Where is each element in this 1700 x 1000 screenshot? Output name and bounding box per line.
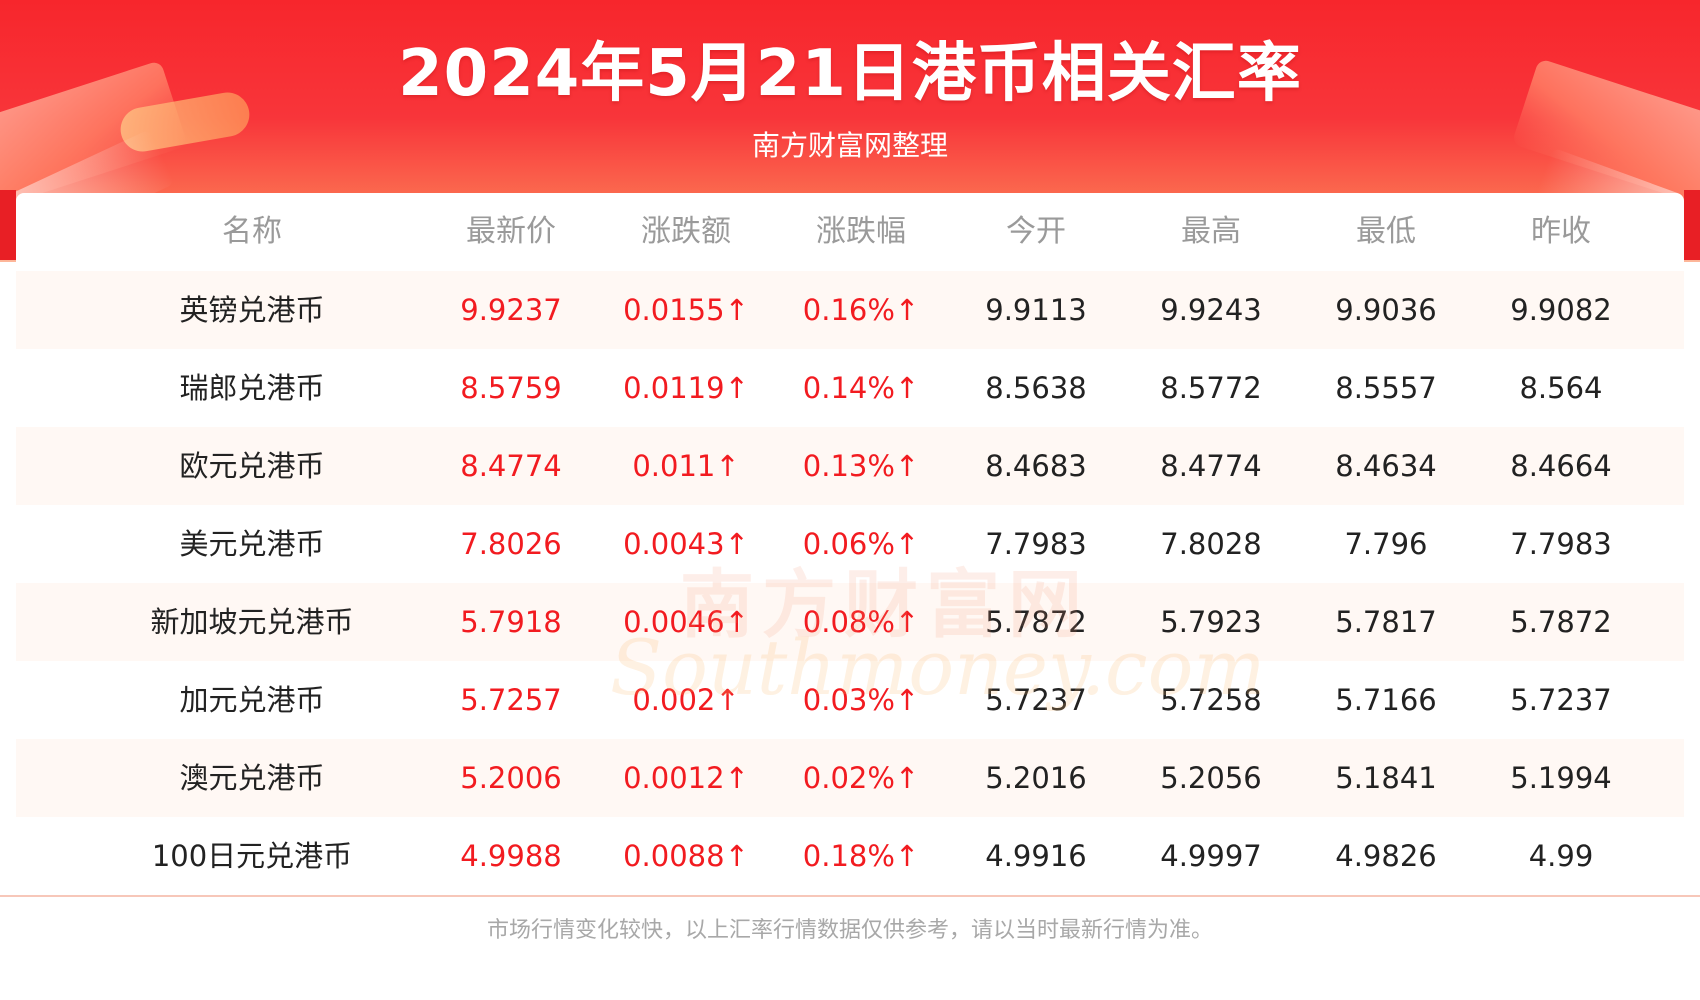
cell-change: 0.0046↑ [623,605,749,639]
cell-low: 8.5557 [1335,371,1437,405]
cell-prev-close: 5.7237 [1510,683,1612,717]
cell-name: 瑞郎兑港币 [179,371,325,405]
table-header-row: 名称 最新价 涨跌额 涨跌幅 今开 最高 最低 昨收 [16,193,1684,271]
cell-low: 5.1841 [1335,761,1437,795]
cell-change: 0.002↑ [632,683,740,717]
cell-low: 5.7817 [1335,605,1437,639]
cell-open: 5.7237 [985,683,1087,717]
cell-latest: 8.4774 [460,449,562,483]
table-row: 英镑兑港币 9.9237 0.0155↑ 0.16%↑ 9.9113 9.924… [16,271,1684,349]
cell-change-pct: 0.14%↑ [802,371,920,405]
cell-low: 9.9036 [1335,293,1437,327]
column-header-latest: 最新价 [466,214,556,249]
column-header-low: 最低 [1356,214,1416,249]
column-header-name: 名称 [222,214,282,249]
cell-low: 5.7166 [1335,683,1437,717]
table-row: 欧元兑港币 8.4774 0.011↑ 0.13%↑ 8.4683 8.4774… [16,427,1684,505]
cell-open: 5.2016 [985,761,1087,795]
cell-high: 5.7923 [1160,605,1262,639]
column-header-change-pct: 涨跌幅 [816,214,906,249]
cell-prev-close: 7.7983 [1510,527,1612,561]
cell-open: 9.9113 [985,293,1087,327]
cell-open: 5.7872 [985,605,1087,639]
cell-change-pct: 0.06%↑ [802,527,920,561]
decor-side-left [0,190,16,260]
cell-latest: 5.7257 [460,683,562,717]
rate-table: 名称 最新价 涨跌额 涨跌幅 今开 最高 最低 昨收 英镑兑港币 9.9237 … [16,193,1684,893]
cell-open: 4.9916 [985,839,1087,873]
cell-prev-close: 9.9082 [1510,293,1612,327]
cell-high: 4.9997 [1160,839,1262,873]
cell-high: 9.9243 [1160,293,1262,327]
cell-high: 7.8028 [1160,527,1262,561]
cell-prev-close: 4.99 [1528,839,1594,873]
cell-change: 0.0043↑ [623,527,749,561]
cell-change: 0.011↑ [632,449,740,483]
table-row: 美元兑港币 7.8026 0.0043↑ 0.06%↑ 7.7983 7.802… [16,505,1684,583]
table-row: 瑞郎兑港币 8.5759 0.0119↑ 0.14%↑ 8.5638 8.577… [16,349,1684,427]
cell-change-pct: 0.08%↑ [802,605,920,639]
cell-name: 美元兑港币 [179,527,325,561]
cell-high: 8.4774 [1160,449,1262,483]
table-row: 澳元兑港币 5.2006 0.0012↑ 0.02%↑ 5.2016 5.205… [16,739,1684,817]
cell-name: 欧元兑港币 [179,449,325,483]
table-row: 100日元兑港币 4.9988 0.0088↑ 0.18%↑ 4.9916 4.… [16,817,1684,895]
page-title: 2024年5月21日港币相关汇率 [398,37,1302,111]
cell-open: 8.5638 [985,371,1087,405]
decor-side-right [1684,190,1700,260]
table-row: 加元兑港币 5.7257 0.002↑ 0.03%↑ 5.7237 5.7258… [16,661,1684,739]
cell-low: 4.9826 [1335,839,1437,873]
cell-name: 加元兑港币 [179,683,325,717]
cell-low: 8.4634 [1335,449,1437,483]
cell-change-pct: 0.02%↑ [802,761,920,795]
table-row: 新加坡元兑港币 5.7918 0.0046↑ 0.08%↑ 5.7872 5.7… [16,583,1684,661]
cell-high: 5.2056 [1160,761,1262,795]
cell-name: 澳元兑港币 [179,761,325,795]
cell-change: 0.0155↑ [623,293,749,327]
cell-change-pct: 0.03%↑ [802,683,920,717]
cell-prev-close: 5.7872 [1510,605,1612,639]
cell-change-pct: 0.13%↑ [802,449,920,483]
footer-divider [0,895,1700,897]
cell-latest: 4.9988 [460,839,562,873]
cell-latest: 7.8026 [460,527,562,561]
cell-latest: 5.2006 [460,761,562,795]
footer-note: 市场行情变化较快，以上汇率行情数据仅供参考，请以当时最新行情为准。 [486,918,1213,943]
cell-name: 新加坡元兑港币 [150,605,354,639]
column-header-change: 涨跌额 [641,214,731,249]
cell-open: 7.7983 [985,527,1087,561]
cell-latest: 8.5759 [460,371,562,405]
cell-change-pct: 0.16%↑ [802,293,920,327]
cell-high: 8.5772 [1160,371,1262,405]
column-header-open: 今开 [1006,214,1066,249]
cell-prev-close: 5.1994 [1510,761,1612,795]
cell-high: 5.7258 [1160,683,1262,717]
cell-name: 英镑兑港币 [179,293,325,327]
cell-open: 8.4683 [985,449,1087,483]
cell-change: 0.0012↑ [623,761,749,795]
cell-latest: 9.9237 [460,293,562,327]
cell-name: 100日元兑港币 [151,839,353,873]
cell-prev-close: 8.564 [1519,371,1603,405]
cell-prev-close: 8.4664 [1510,449,1612,483]
column-header-high: 最高 [1181,214,1241,249]
page-subtitle: 南方财富网整理 [751,129,948,162]
cell-change: 0.0119↑ [623,371,749,405]
column-header-prev-close: 昨收 [1531,214,1591,249]
cell-latest: 5.7918 [460,605,562,639]
cell-change: 0.0088↑ [623,839,749,873]
cell-low: 7.796 [1344,527,1428,561]
cell-change-pct: 0.18%↑ [802,839,920,873]
